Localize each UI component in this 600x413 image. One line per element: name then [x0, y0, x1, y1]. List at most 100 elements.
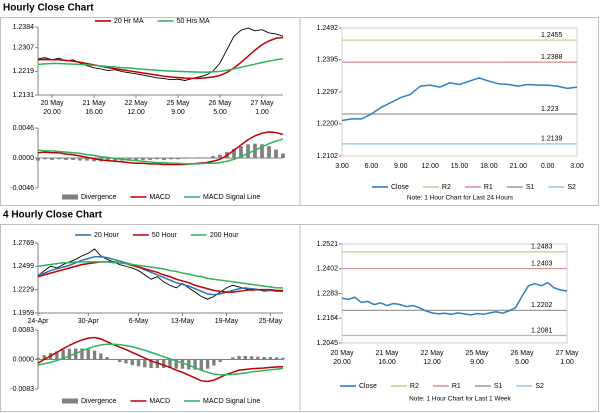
y-tick-label: 0.0000: [13, 155, 35, 162]
legend-label: 50 Hrs MA: [177, 18, 210, 25]
line-series: [37, 336, 284, 383]
legend-label: R1: [452, 383, 461, 390]
y-tick-label: -0.0046: [10, 185, 34, 192]
y-tick-label: 1.2307: [13, 45, 35, 52]
divergence-bar: [199, 359, 204, 371]
divergence-bar: [218, 359, 222, 362]
x-tick-label: 20 May: [331, 350, 354, 357]
divergence-bar: [232, 148, 236, 158]
line-series: [341, 281, 568, 316]
x-tick-label: 19-May: [215, 318, 239, 325]
divergence-bar: [183, 158, 187, 159]
line-series: [37, 131, 284, 166]
divergence-bar: [275, 357, 279, 360]
divergence-bar: [141, 158, 145, 160]
x-tick-label: 9.00: [394, 163, 408, 170]
legend-label: S1: [494, 383, 503, 390]
x-tick-label: 21.00: [509, 163, 527, 170]
divergence-bar: [148, 158, 152, 160]
divergence-bar: [155, 158, 159, 160]
legend-label: 20 Hr MA: [114, 18, 144, 25]
divergence-bar: [237, 355, 241, 360]
divergence-bar: [162, 158, 166, 160]
line-series: [37, 36, 284, 80]
plot-frame: [341, 243, 568, 344]
y-tick-label: 1.2200: [317, 121, 339, 128]
divergence-bar: [193, 359, 197, 370]
divergence-bar: [130, 359, 134, 366]
x-tick-label: 21 May: [376, 350, 399, 357]
divergence-bar: [61, 349, 65, 360]
divergence-bar: [211, 156, 215, 158]
y-tick-label: 0.0083: [13, 327, 35, 334]
divergence-bar: [281, 357, 285, 360]
x-tick-label: 9.00: [171, 109, 185, 116]
divergence-bar: [212, 359, 216, 366]
divergence-bar: [239, 146, 243, 158]
x-tick-label: 12.00: [423, 359, 441, 366]
x-tick-label: 12.00: [127, 109, 145, 116]
y-tick-label: 1.2769: [13, 240, 35, 247]
divergence-bar: [281, 153, 285, 158]
divergence-bar: [243, 355, 247, 360]
level-label: 1.2081: [531, 327, 553, 334]
x-tick-label: 15.00: [451, 163, 469, 170]
divergence-bar: [249, 356, 254, 360]
line-series: [37, 343, 284, 376]
x-tick-label: 1.00: [255, 109, 269, 116]
chart-note: Note: 1 Hour Chart for Last 24 Hours: [407, 195, 514, 202]
x-tick-label: 30-Apr: [78, 318, 100, 325]
divergence-bar: [92, 158, 96, 162]
x-tick-label: 9.00: [470, 359, 484, 366]
divergence-bar: [92, 350, 97, 360]
divergence-bar: [256, 356, 260, 360]
level-label: 1.2455: [541, 32, 563, 39]
y-tick-label: 1.2492: [317, 25, 339, 32]
divergence-bar: [80, 348, 84, 360]
level-label: 1.2139: [541, 136, 563, 143]
divergence-bar: [57, 158, 61, 160]
x-tick-label: 6.00: [365, 163, 379, 170]
level-label: 1.2483: [531, 244, 553, 251]
y-tick-label: 1.2164: [317, 315, 339, 322]
level-label: 1.2202: [531, 302, 553, 309]
legend-label: 200 Hour: [210, 232, 239, 239]
legend-swatch: [62, 194, 78, 200]
y-tick-label: 1.2219: [13, 68, 35, 75]
legend-label: MACD Signal Line: [203, 194, 260, 201]
divergence-bar: [268, 357, 273, 360]
y-tick-label: 1.2499: [13, 263, 35, 270]
legend-label: Divergence: [81, 194, 117, 201]
legend-label: S1: [526, 184, 535, 191]
x-tick-label: 26 May: [511, 350, 534, 357]
legend-swatch: [62, 398, 78, 404]
divergence-bar: [180, 359, 185, 369]
divergence-bar: [36, 158, 40, 161]
divergence-bar: [204, 157, 208, 158]
divergence-bar: [274, 149, 278, 158]
divergence-bar: [106, 158, 110, 162]
divergence-bar: [262, 357, 266, 360]
x-tick-label: 13-May: [171, 318, 195, 325]
x-tick-label: 18.00: [480, 163, 498, 170]
line-series: [37, 57, 284, 73]
divergence-bar: [218, 154, 222, 158]
divergence-bar: [246, 144, 250, 158]
divergence-bar: [149, 359, 153, 369]
x-tick-label: 5.00: [515, 359, 529, 366]
legend-label: S2: [567, 184, 576, 191]
x-tick-label: 6-May: [129, 318, 149, 325]
x-tick-label: 16.00: [378, 359, 396, 366]
line-series: [341, 77, 578, 122]
line-series: [37, 261, 283, 293]
divergence-bar: [124, 359, 128, 364]
divergence-bar: [134, 158, 138, 161]
x-tick-label: 24-Apr: [27, 318, 49, 325]
x-tick-label: 21 May: [83, 100, 106, 107]
x-tick-label: 20.00: [333, 359, 351, 366]
divergence-bar: [55, 351, 59, 360]
x-tick-label: 20 May: [41, 100, 64, 107]
level-label: 1.2403: [531, 260, 553, 267]
legend-label: 20 Hour: [94, 232, 120, 239]
chart-note: Note: 1 Hour Chart for Last 1 Week: [409, 396, 512, 403]
